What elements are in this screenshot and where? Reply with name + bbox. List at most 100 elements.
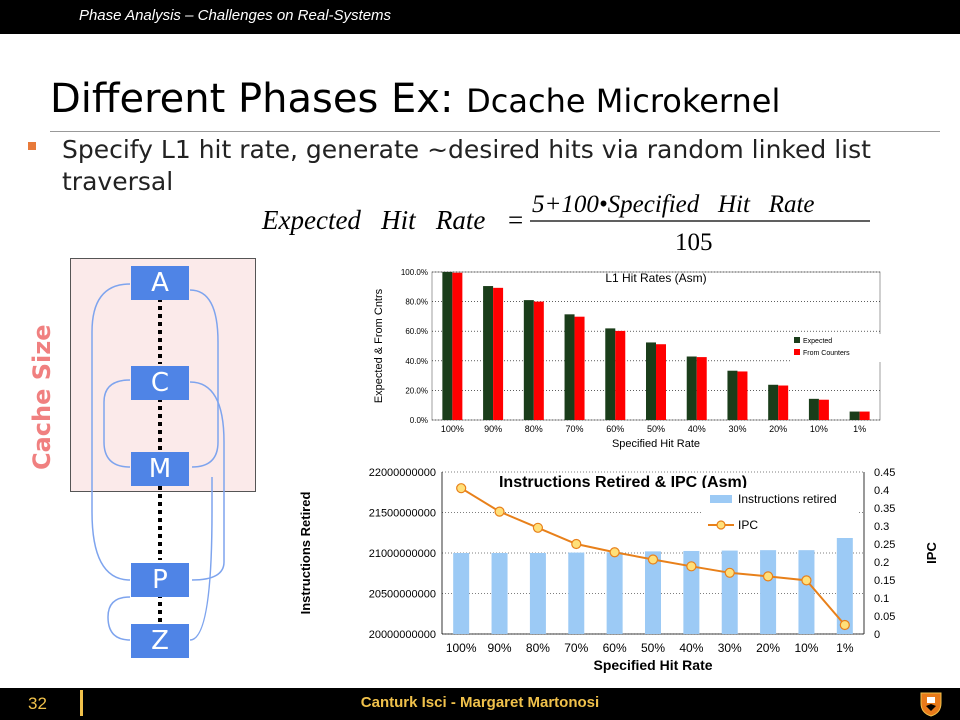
footer-divider [80, 690, 83, 716]
ipc-point [494, 506, 505, 517]
x-tick-label: 100% [446, 641, 477, 655]
formula-denominator: 105 [675, 229, 713, 256]
x-tick-label: 60% [606, 424, 624, 434]
ipc-point [801, 575, 812, 586]
instructions-bar [568, 552, 585, 634]
y2-tick-label: 0.35 [874, 503, 895, 515]
expected-bar [523, 300, 534, 420]
y-tick-label: 20500000000 [369, 589, 436, 601]
expected-bar [483, 286, 494, 420]
university-shield-logo [920, 692, 942, 717]
x-tick-label: 90% [484, 424, 502, 434]
counters-bar [615, 330, 626, 420]
y-tick-label: 21500000000 [369, 508, 436, 520]
y-tick-label: 60.0% [405, 327, 428, 336]
counters-bar [737, 371, 748, 420]
y-tick-label: 100.0% [401, 268, 428, 277]
counters-bar [696, 357, 707, 420]
x-axis-label: Specified Hit Rate [612, 438, 700, 450]
y-axis-label: Instructions Retired [298, 492, 313, 615]
expected-bar [686, 356, 697, 420]
ipc-point [456, 483, 467, 494]
x-tick-label: 100% [441, 424, 464, 434]
expected-bar [849, 411, 860, 420]
x-tick-label: 70% [564, 641, 588, 655]
y2-tick-label: 0.15 [874, 575, 895, 587]
link-arrow [107, 596, 131, 641]
counters-bar [818, 399, 829, 420]
legend-label: From Counters [803, 350, 850, 357]
counters-bar [574, 316, 585, 420]
formula-numerator: 5+100•Specified Hit Rate [532, 191, 815, 218]
instructions-bar [798, 550, 815, 634]
header-bar: Phase Analysis – Challenges on Real-Syst… [0, 0, 960, 34]
x-tick-label: 10% [794, 641, 818, 655]
cache-size-label: Cache Size [28, 324, 56, 470]
expected-bar [564, 314, 575, 420]
formula-lhs: Expected Hit Rate [261, 205, 485, 235]
instructions-bar [529, 553, 546, 634]
link-arrow [189, 381, 225, 581]
counters-bar [493, 287, 504, 420]
instructions-bar [645, 551, 661, 634]
instructions-bar [760, 550, 777, 634]
y-tick-label: 0.0% [410, 416, 428, 425]
y2-tick-label: 0.4 [874, 485, 889, 497]
legend-marker [716, 520, 726, 530]
presentation-title: Phase Analysis – Challenges on Real-Syst… [78, 7, 392, 24]
expected-bar [605, 328, 616, 420]
x-tick-label: 80% [525, 424, 543, 434]
y2-tick-label: 0 [874, 629, 880, 641]
y-axis-label: Expected & From Cntrs [373, 288, 385, 403]
legend-label: Instructions retired [738, 492, 837, 506]
expected-bar [768, 384, 779, 420]
ipc-point [724, 567, 735, 578]
slide-title-sub: Dcache Microkernel [466, 82, 781, 120]
counters-bar [452, 272, 463, 420]
counters-bar [656, 344, 666, 420]
list-node-z: Z [131, 624, 189, 658]
ipc-point [839, 619, 850, 631]
x-tick-label: 80% [526, 641, 550, 655]
ipc-point [762, 571, 774, 582]
chart-title: Instructions Retired & IPC (Asm) [499, 474, 747, 491]
y2-tick-label: 0.25 [874, 539, 895, 551]
y2-tick-label: 0.1 [874, 593, 889, 605]
x-tick-label: 40% [688, 424, 706, 434]
counters-bar [859, 411, 870, 420]
y2-tick-label: 0.3 [874, 521, 889, 533]
x-axis-label: Specified Hit Rate [593, 657, 712, 673]
expected-bar [727, 370, 738, 420]
instructions-bar [453, 553, 470, 634]
instructions-bar [606, 552, 623, 634]
counters-bar [533, 301, 544, 420]
formula-equals: = [508, 205, 523, 235]
ipc-point [647, 554, 659, 565]
l1-hit-rates-chart: 0.0% 20.0% 40.0% 60.0% 80.0% 100.0% 100% 90% 80%… [373, 268, 882, 450]
legend-swatch [710, 495, 732, 503]
y2-tick-label: 0.05 [874, 611, 895, 623]
ipc-point [571, 538, 582, 550]
linked-list-arrows [91, 283, 225, 641]
link-arrow [189, 477, 213, 641]
legend-swatch [794, 337, 800, 343]
slide-title: Different Phases Ex: Dcache Microkernel [50, 76, 780, 122]
y-tick-label: 21000000000 [369, 548, 436, 560]
chart-title: L1 Hit Rates (Asm) [605, 271, 706, 285]
bullet-text: Specify L1 hit rate, generate ~desired h… [62, 135, 871, 196]
y-tick-label: 40.0% [405, 357, 428, 366]
page-number: 32 [28, 694, 47, 713]
expected-bar [442, 272, 453, 420]
ipc-point [686, 561, 697, 572]
footer-authors: Canturk Isci - Margaret Martonosi [360, 694, 600, 711]
y-tick-label: 80.0% [405, 298, 428, 307]
link-arrow [189, 289, 219, 468]
x-tick-label: 90% [488, 641, 512, 655]
y2-axis-label: IPC [924, 542, 939, 564]
ipc-point [609, 547, 620, 558]
instructions-bar [836, 536, 853, 634]
title-divider [50, 131, 940, 132]
x-tick-label: 70% [566, 424, 584, 434]
x-tick-label: 1% [853, 424, 866, 434]
x-tick-label: 40% [679, 641, 703, 655]
